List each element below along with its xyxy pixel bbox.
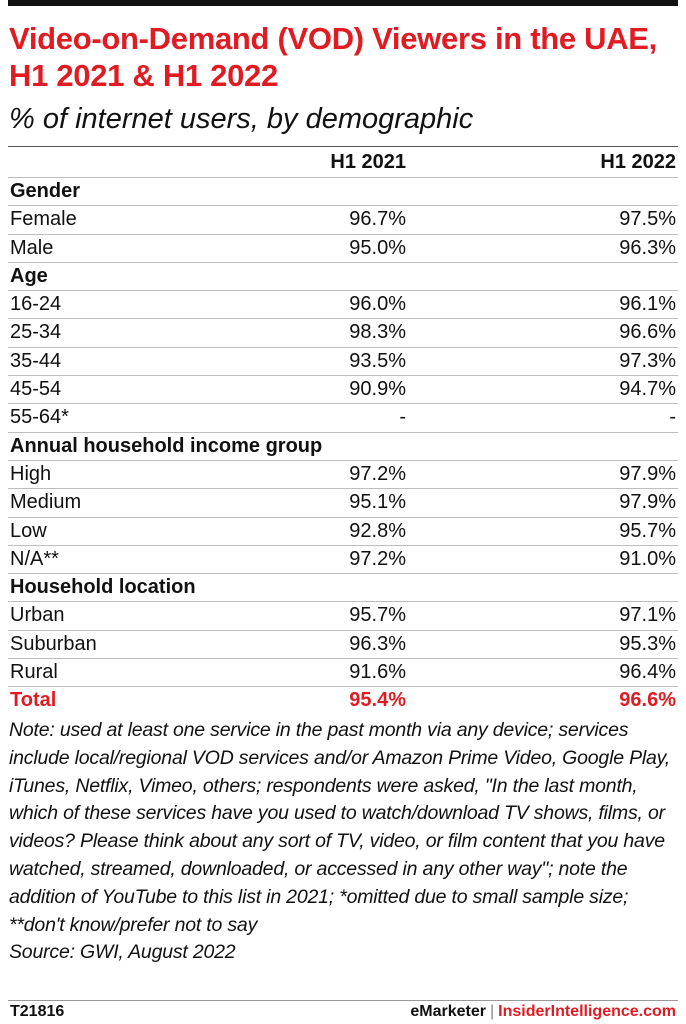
cell-h1-2022: - bbox=[669, 406, 676, 429]
table-row: Urban 95.7% 97.1% bbox=[8, 601, 678, 629]
table-row: Suburban 96.3% 95.3% bbox=[8, 629, 678, 658]
cell-h1-2021: 96.0% bbox=[349, 293, 406, 316]
group-label: Gender bbox=[10, 180, 81, 202]
chart-title: Video-on-Demand (VOD) Viewers in the UAE… bbox=[9, 21, 657, 93]
brand-insiderintelligence: InsiderIntelligence.com bbox=[498, 1003, 676, 1020]
group-label: Household location bbox=[10, 576, 196, 599]
chart-id: T21816 bbox=[10, 1003, 65, 1020]
cell-h1-2022: 97.9% bbox=[619, 491, 676, 514]
row-label: 16-24 bbox=[10, 293, 62, 316]
cell-h1-2022: 91.0% bbox=[619, 547, 676, 570]
brand: eMarketer | InsiderIntelligence.com bbox=[410, 1003, 676, 1021]
footer-rule bbox=[8, 1000, 678, 1001]
brand-emarketer: eMarketer bbox=[410, 1003, 487, 1020]
row-label: Urban bbox=[10, 604, 65, 627]
cell-h1-2022: 95.3% bbox=[619, 632, 676, 655]
table-group-row: Age bbox=[8, 261, 678, 290]
cell-h1-2022: 95.7% bbox=[619, 519, 676, 542]
cell-h1-2022: 96.3% bbox=[619, 236, 676, 259]
row-label: Female bbox=[10, 208, 77, 231]
table-row: Low 92.8% 95.7% bbox=[8, 516, 678, 545]
cell-h1-2022: 97.3% bbox=[619, 349, 676, 372]
cell-h1-2021: 96.3% bbox=[349, 632, 406, 655]
cell-h1-2021: 95.7% bbox=[349, 604, 406, 627]
cell-h1-2021: 97.2% bbox=[349, 547, 406, 570]
cell-h1-2022: 96.4% bbox=[619, 661, 676, 684]
cell-h1-2022: 96.6% bbox=[619, 321, 676, 344]
table-row: Male 95.0% 96.3% bbox=[8, 233, 678, 262]
row-label: High bbox=[10, 462, 52, 485]
cell-h1-2021: 92.8% bbox=[349, 519, 406, 542]
table-row: Female 96.7% 97.5% bbox=[8, 205, 678, 233]
table-group-row: Gender bbox=[8, 177, 678, 205]
group-label: Age bbox=[10, 264, 48, 287]
cell-h1-2022: 96.1% bbox=[619, 293, 676, 316]
cell-h1-2021: 95.4% bbox=[349, 689, 406, 712]
chart-note: Note: used at least one service in the p… bbox=[9, 717, 679, 967]
cell-h1-2022: 96.6% bbox=[619, 689, 676, 712]
cell-h1-2022: 94.7% bbox=[619, 378, 676, 401]
table-row: Rural 91.6% 96.4% bbox=[8, 658, 678, 686]
column-header-h1-2022: H1 2022 bbox=[600, 151, 676, 173]
table-row: 16-24 96.0% 96.1% bbox=[8, 290, 678, 318]
table-group-row: Annual household income group bbox=[8, 431, 678, 460]
cell-h1-2021: 95.0% bbox=[349, 236, 406, 259]
row-label: 35-44 bbox=[10, 349, 62, 372]
cell-h1-2021: 95.1% bbox=[349, 491, 406, 514]
table-group-row: Household location bbox=[8, 573, 678, 601]
chart-subtitle: % of internet users, by demographic bbox=[9, 103, 474, 135]
table-row: 45-54 90.9% 94.7% bbox=[8, 375, 678, 403]
cell-h1-2022: 97.9% bbox=[619, 462, 676, 485]
row-label: 25-34 bbox=[10, 321, 62, 344]
table-row: 25-34 98.3% 96.6% bbox=[8, 318, 678, 346]
row-label: Suburban bbox=[10, 632, 97, 655]
table-header: H1 2021 H1 2022 bbox=[8, 147, 678, 175]
cell-h1-2021: 90.9% bbox=[349, 378, 406, 401]
header-rule bbox=[8, 146, 678, 147]
group-label: Annual household income group bbox=[10, 434, 323, 457]
table-body: Gender Female 96.7% 97.5% Male 95.0% 96.3% Age 1… bbox=[8, 177, 678, 715]
table-row: 55-64* - - bbox=[8, 403, 678, 431]
row-label: Male bbox=[10, 236, 54, 259]
cell-h1-2022: 97.5% bbox=[619, 208, 676, 231]
table-row: 35-44 93.5% 97.3% bbox=[8, 346, 678, 375]
cell-h1-2021: - bbox=[399, 406, 406, 429]
row-label: Total bbox=[10, 689, 57, 712]
cell-h1-2021: 96.7% bbox=[349, 208, 406, 231]
row-label: Medium bbox=[10, 491, 82, 514]
table-total-row: Total 95.4% 96.6% bbox=[8, 686, 678, 714]
footer: T21816 eMarketer | InsiderIntelligence.com bbox=[8, 1003, 678, 1023]
cell-h1-2022: 97.1% bbox=[619, 604, 676, 627]
table-row: High 97.2% 97.9% bbox=[8, 459, 678, 488]
column-header-h1-2021: H1 2021 bbox=[330, 151, 406, 173]
table-row: N/A** 97.2% 91.0% bbox=[8, 544, 678, 573]
brand-separator: | bbox=[490, 1003, 495, 1020]
note-text: Note: used at least one service in the p… bbox=[9, 719, 670, 936]
table-row: Medium 95.1% 97.9% bbox=[8, 488, 678, 516]
row-label: Rural bbox=[10, 661, 58, 684]
cell-h1-2021: 97.2% bbox=[349, 462, 406, 485]
row-label: 55-64* bbox=[10, 406, 69, 429]
top-bar bbox=[8, 0, 678, 6]
row-label: Low bbox=[10, 519, 47, 542]
row-label: N/A** bbox=[10, 547, 59, 570]
source-text: Source: GWI, August 2022 bbox=[9, 941, 236, 964]
row-label: 45-54 bbox=[10, 378, 62, 401]
cell-h1-2021: 91.6% bbox=[349, 661, 406, 684]
cell-h1-2021: 93.5% bbox=[349, 349, 406, 372]
cell-h1-2021: 98.3% bbox=[349, 321, 406, 344]
